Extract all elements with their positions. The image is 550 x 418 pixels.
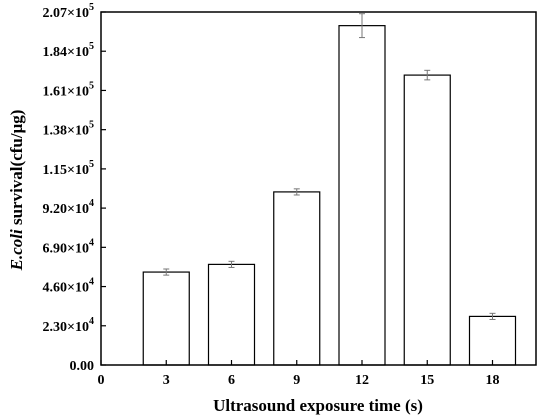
x-axis-title: Ultrasound exposure time (s) <box>213 396 423 415</box>
y-tick-label: 1.61×105 <box>43 80 94 99</box>
y-axis-title-rest: survival(cfu/μg) <box>7 110 26 230</box>
axes-layer <box>100 11 537 366</box>
bar-x-3 <box>142 271 190 366</box>
y-tick-label: 1.38×105 <box>43 120 94 139</box>
y-tick-mantissa: 6.90×10 <box>43 241 89 256</box>
bar-x-9 <box>273 191 321 366</box>
y-tick-mantissa: 1.15×10 <box>43 163 89 178</box>
bar-x-12 <box>338 25 386 366</box>
y-tick-label: 9.20×104 <box>43 198 94 217</box>
x-tick-label: 3 <box>163 373 170 388</box>
y-tick-mantissa: 0.00 <box>70 359 95 374</box>
labels-layer: 0.002.30×1044.60×1046.90×1049.20×1041.15… <box>43 2 500 388</box>
bar-x-18 <box>468 315 517 366</box>
y-tick-mantissa: 9.20×10 <box>43 202 89 217</box>
y-tick-label: 6.90×104 <box>43 237 94 256</box>
y-axis-title-italic: E.coli <box>7 229 26 271</box>
x-tick-label: 9 <box>293 373 300 388</box>
y-tick-exponent: 5 <box>89 41 94 52</box>
x-tick-label: 12 <box>355 373 369 388</box>
x-tick-label: 18 <box>486 373 500 388</box>
y-tick-mantissa: 4.60×10 <box>43 281 89 296</box>
y-tick-mantissa: 2.30×10 <box>43 320 89 335</box>
y-tick-exponent: 4 <box>89 237 94 248</box>
bar-x-15 <box>403 74 451 366</box>
bars-layer <box>142 13 517 366</box>
y-tick-mantissa: 1.61×10 <box>43 84 89 99</box>
y-tick-exponent: 5 <box>89 80 94 91</box>
y-tick-exponent: 5 <box>89 2 94 13</box>
y-tick-label: 1.84×105 <box>43 41 94 60</box>
y-tick-label: 2.30×104 <box>43 316 94 335</box>
y-tick-exponent: 4 <box>89 198 94 209</box>
y-tick-label: 4.60×104 <box>43 277 94 296</box>
y-tick-mantissa: 1.38×10 <box>43 124 89 139</box>
x-tick-label: 6 <box>228 373 235 388</box>
bar-x-6 <box>207 263 256 366</box>
y-tick-label: 2.07×105 <box>43 2 94 21</box>
y-tick-label: 1.15×105 <box>43 159 94 178</box>
y-tick-exponent: 4 <box>89 316 94 327</box>
y-tick-mantissa: 1.84×10 <box>43 45 89 60</box>
y-axis-title: E.coli survival(cfu/μg) <box>7 110 26 272</box>
x-tick-label: 15 <box>420 373 434 388</box>
y-tick-exponent: 5 <box>89 120 94 131</box>
x-tick-label: 0 <box>98 373 105 388</box>
y-tick-exponent: 4 <box>89 277 94 288</box>
y-tick-label: 0.00 <box>70 359 95 374</box>
y-tick-exponent: 5 <box>89 159 94 170</box>
plot-frame <box>100 11 537 366</box>
y-tick-mantissa: 2.07×10 <box>43 6 89 21</box>
